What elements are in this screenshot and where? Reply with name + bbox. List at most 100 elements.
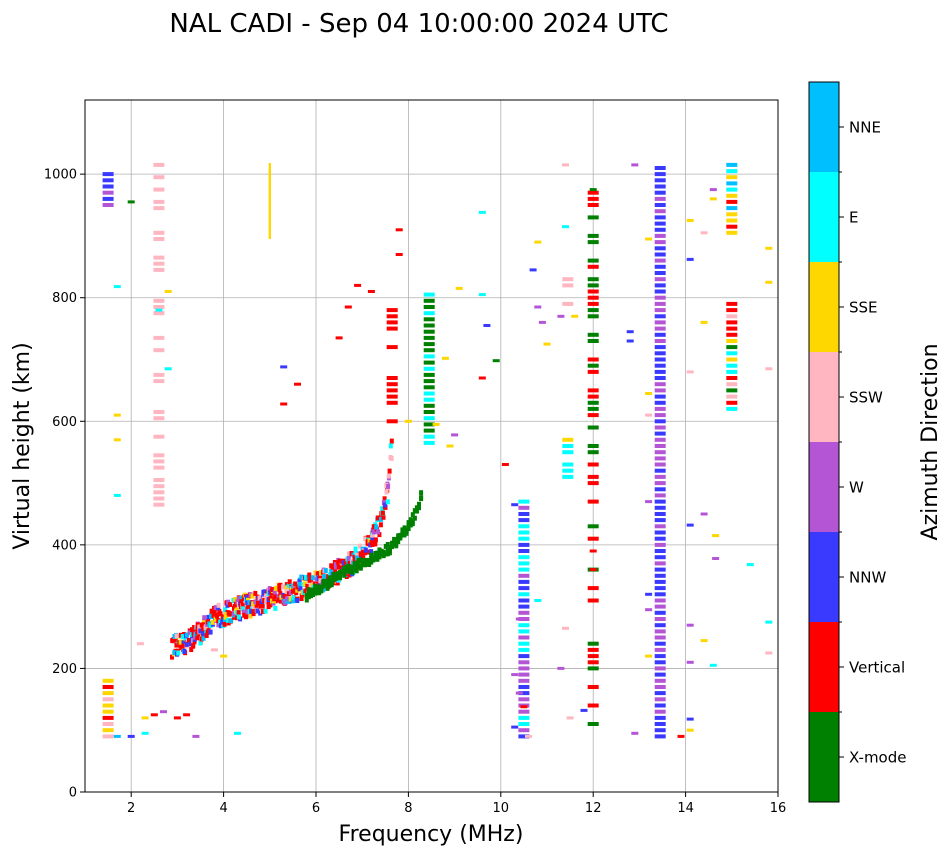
column-dash-nne <box>726 206 738 211</box>
trace-point-vertical <box>191 642 196 647</box>
trace-point-w <box>235 599 240 605</box>
trace-point-ssw <box>346 551 351 557</box>
x-tick-label: 10 <box>493 801 510 816</box>
scatter-point-w <box>686 660 694 664</box>
trace-point-vertical <box>375 515 380 521</box>
column-dash-w <box>654 450 666 455</box>
y-tick-label: 400 <box>52 538 77 553</box>
trace-point-e <box>304 574 309 580</box>
column-dash-e <box>726 363 738 368</box>
scatter-point-vertical <box>354 283 362 287</box>
x-axis-ticks: 2 4 6 8 10 12 14 16 <box>127 792 786 816</box>
xmode-point <box>394 541 399 547</box>
scatter-point-vertical <box>395 253 403 256</box>
column-dash-nnw <box>654 376 666 380</box>
trace-point-sse <box>250 593 255 599</box>
column-dash-e <box>518 567 530 572</box>
column-dash-x-mode <box>423 317 435 322</box>
trace-point-vertical <box>174 642 179 648</box>
column-dash-nnw <box>102 172 114 177</box>
trace-point-nnw <box>244 594 249 600</box>
column-dash-x-mode <box>587 425 599 430</box>
trace-point-e <box>263 608 268 614</box>
xmode-point <box>338 575 342 581</box>
scatter-point-w <box>538 320 546 324</box>
column-dash-ssw <box>153 305 165 309</box>
xmode-point <box>304 597 309 603</box>
column-dash-ssw <box>102 722 114 726</box>
column-dash-e <box>726 187 738 192</box>
column-dash-w <box>518 610 530 615</box>
xmode-point <box>363 562 367 568</box>
trace-point-vertical <box>278 591 283 597</box>
column-dash-vertical <box>726 400 738 405</box>
trace-point-ssw <box>386 473 391 479</box>
column-dash-ssw <box>153 255 165 260</box>
xmode-point <box>356 563 361 569</box>
trace-point-sse <box>273 585 278 591</box>
trace-point-sse <box>234 607 239 613</box>
column-dash-sse <box>726 230 738 235</box>
column-dash-nnw <box>654 172 666 177</box>
scatter-point-w <box>712 557 720 560</box>
trace-point-nnw <box>198 628 203 634</box>
xmode-point <box>335 572 340 578</box>
xmode-point <box>369 556 374 561</box>
trace-point-nnw <box>249 608 254 614</box>
column-dash-vertical <box>587 369 599 374</box>
trace-point-vertical <box>189 647 194 653</box>
column-dash-e <box>726 169 738 174</box>
trace-point-sse <box>233 597 238 602</box>
xmode-point <box>360 561 365 567</box>
column-dash-w <box>654 561 666 566</box>
trace-point-nnw <box>188 641 193 647</box>
column-dash-w <box>654 604 666 609</box>
xmode-point <box>356 558 361 564</box>
column-dash-x-mode <box>423 422 435 427</box>
column-dash-vertical <box>587 462 599 467</box>
xmode-point <box>358 565 363 571</box>
column-dash-nnw <box>654 499 666 504</box>
column-dash-nnw <box>654 623 666 628</box>
scatter-point-nnw <box>580 708 588 712</box>
xmode-point <box>400 527 405 533</box>
trace-point-vertical <box>380 510 385 516</box>
column-dash-w <box>102 203 114 207</box>
column-dash-vertical <box>386 314 398 319</box>
column-dash-w <box>654 685 666 689</box>
xmode-point <box>410 518 415 524</box>
trace-point-nnw <box>262 589 267 595</box>
column-dash-e <box>423 311 435 316</box>
xmode-point <box>369 559 374 565</box>
scatter-point-w <box>534 305 542 309</box>
xmode-point <box>327 575 332 581</box>
column-dash-ssw <box>153 459 165 464</box>
xmode-point <box>412 515 417 521</box>
trace-point-vertical <box>352 556 357 562</box>
column-dash-e <box>726 369 738 374</box>
plot-area <box>85 100 778 792</box>
xmode-point <box>360 559 365 565</box>
column-dash-x-mode <box>423 385 435 390</box>
trace-point-vertical <box>268 595 273 601</box>
column-dash-nnw <box>654 728 666 733</box>
xmode-point <box>385 551 390 557</box>
column-dash-x-mode <box>423 410 435 414</box>
scatter-point-sse <box>700 320 708 324</box>
scatter-point-vertical <box>183 713 191 717</box>
trace-point-vertical <box>261 609 265 614</box>
trace-point-ssw <box>281 584 286 590</box>
column-dash-vertical <box>726 308 738 313</box>
column-dash-ssw <box>153 298 165 303</box>
trace-point-nnw <box>297 579 302 585</box>
column-dash-x-mode <box>423 379 435 384</box>
column-dash-nnw <box>518 691 530 696</box>
column-dash-vertical <box>726 332 738 337</box>
trace-point-vertical <box>253 590 258 596</box>
scatter-point-sse <box>712 534 720 538</box>
trace-point-vertical <box>170 654 174 660</box>
column-dash-nnw <box>654 468 666 473</box>
column-dash-ssw <box>153 490 165 495</box>
trace-point-vertical <box>299 596 304 601</box>
xmode-point <box>317 588 322 594</box>
